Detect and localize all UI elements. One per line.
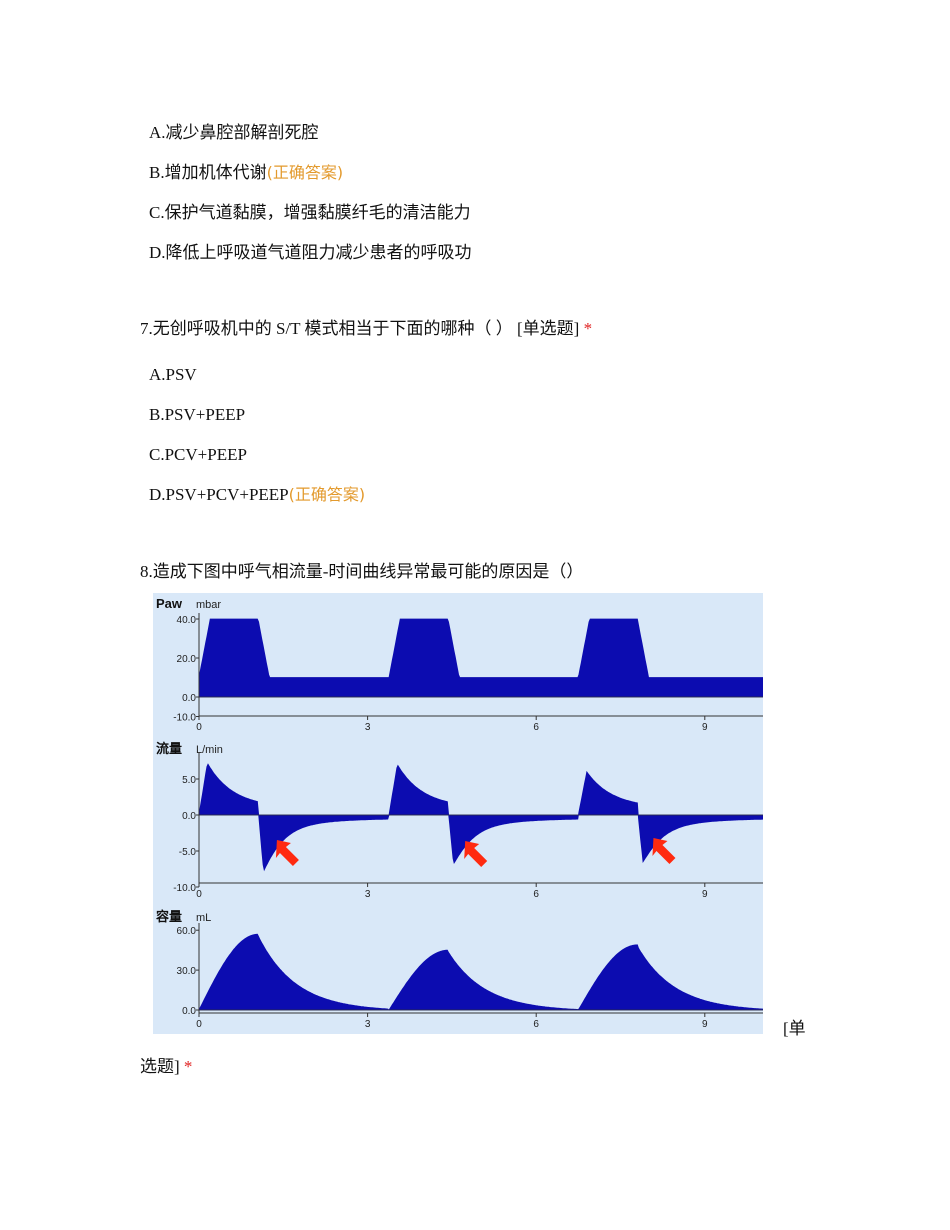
waveform-2 [198, 933, 763, 1011]
y-tick-label: 0.0 [182, 1006, 196, 1017]
panel-label: Paw [156, 596, 183, 611]
panel-label: 容量 [155, 909, 182, 924]
q7-option-d[interactable]: D.PSV+PCV+PEEP(正确答案) [149, 485, 365, 505]
option-text: B.增加机体代谢 [149, 163, 267, 182]
option-text: C.保护气道黏膜，增强黏膜纤毛的清洁能力 [149, 203, 471, 222]
x-tick-label: 0 [196, 1019, 202, 1030]
q8-title: 8.造成下图中呼气相流量-时间曲线异常最可能的原因是（） [140, 562, 584, 581]
q6-option-d[interactable]: D.降低上呼吸道气道阻力减少患者的呼吸功 [149, 243, 472, 263]
q6-option-c[interactable]: C.保护气道黏膜，增强黏膜纤毛的清洁能力 [149, 203, 471, 223]
x-tick-label: 3 [365, 889, 371, 900]
question-text: 7.无创呼吸机中的 S/T 模式相当于下面的哪种（ ） [单选题] [140, 319, 580, 338]
option-text: D.降低上呼吸道气道阻力减少患者的呼吸功 [149, 243, 472, 262]
x-tick-label: 6 [533, 722, 539, 733]
y-tick-label: -10.0 [173, 883, 196, 894]
waveform-0 [198, 618, 763, 698]
q7-option-a[interactable]: A.PSV [149, 365, 197, 385]
x-tick-label: 3 [365, 722, 371, 733]
required-marker: * [183, 1057, 193, 1076]
q7-option-b[interactable]: B.PSV+PEEP [149, 405, 245, 425]
y-tick-label: 30.0 [177, 966, 197, 977]
y-tick-label: 20.0 [177, 654, 197, 665]
ventilator-waveform-figure: Paw mbar 40.0 20.0 0.0 -10.0 0 3 6 9 流量 L/min 5.0 0.0… [153, 593, 763, 1034]
x-tick-label: 6 [533, 1019, 539, 1030]
panel-label: 流量 [156, 741, 182, 756]
correct-answer-marker: (正确答案) [266, 163, 344, 182]
option-text: A.减少鼻腔部解剖死腔 [149, 123, 319, 142]
x-tick-label: 0 [196, 889, 202, 900]
q8-type-part1: [单 [783, 1019, 806, 1038]
y-tick-label: 40.0 [177, 615, 197, 626]
panel-unit: L/min [196, 744, 223, 756]
correct-answer-marker: (正确答案) [288, 485, 366, 504]
option-text: D.PSV+PCV+PEEP [149, 485, 289, 504]
required-marker: * [583, 319, 593, 338]
panel-unit: mL [196, 912, 211, 924]
question-type: 选题] [140, 1057, 180, 1076]
y-tick-label: -5.0 [179, 847, 197, 858]
y-tick-label: 0.0 [182, 811, 196, 822]
red-arrow-icon [464, 841, 488, 867]
x-tick-label: 9 [702, 1019, 708, 1030]
option-text: C.PCV+PEEP [149, 445, 247, 464]
x-tick-label: 0 [196, 722, 202, 733]
y-tick-label: 5.0 [182, 775, 196, 786]
x-tick-label: 3 [365, 1019, 371, 1030]
option-text: A.PSV [149, 365, 197, 384]
x-tick-label: 6 [533, 889, 539, 900]
panel-unit: mbar [196, 599, 221, 611]
option-text: B.PSV+PEEP [149, 405, 246, 424]
q7-title: 7.无创呼吸机中的 S/T 模式相当于下面的哪种（ ） [单选题] * [140, 319, 592, 339]
waveform-1 [198, 763, 763, 872]
x-tick-label: 9 [702, 722, 708, 733]
q6-option-b[interactable]: B.增加机体代谢(正确答案) [149, 163, 343, 183]
y-tick-label: -10.0 [173, 713, 196, 724]
y-tick-label: 60.0 [177, 926, 197, 937]
red-arrow-icon [652, 838, 676, 864]
q6-option-a[interactable]: A.减少鼻腔部解剖死腔 [149, 123, 319, 143]
x-tick-label: 9 [702, 889, 708, 900]
q8-type-part2: 选题] * [140, 1057, 192, 1077]
y-tick-label: 0.0 [182, 693, 196, 704]
q7-option-c[interactable]: C.PCV+PEEP [149, 445, 247, 465]
red-arrow-icon [275, 840, 299, 866]
